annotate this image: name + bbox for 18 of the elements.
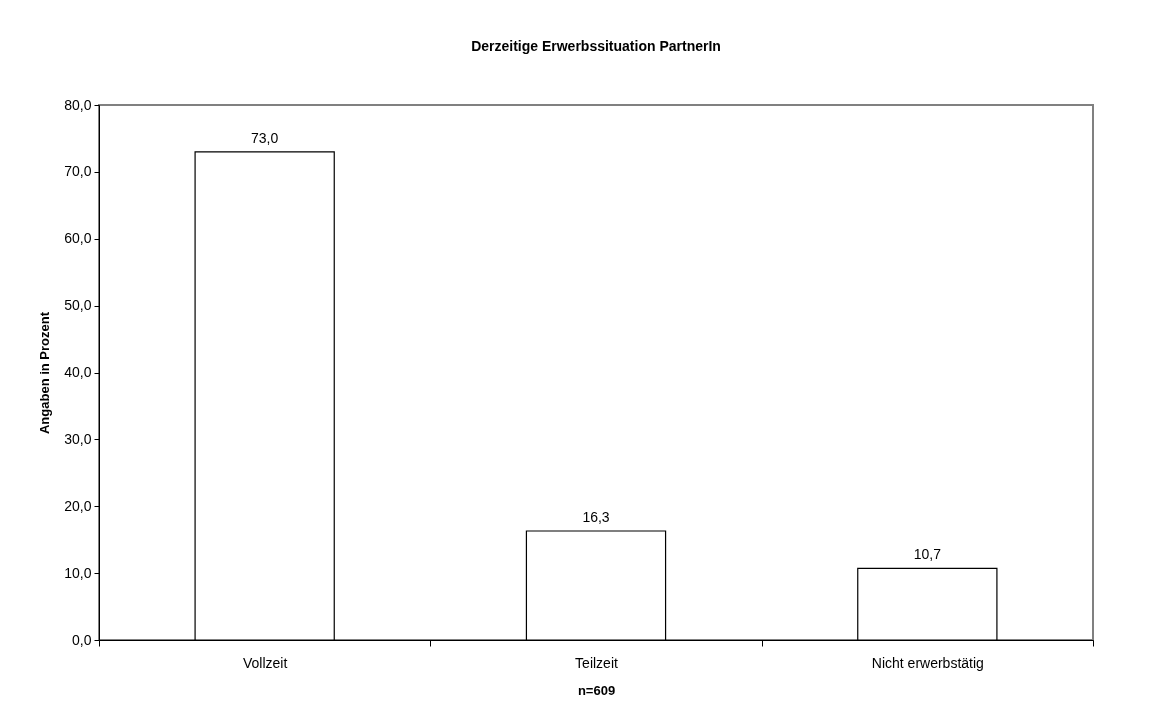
x-tick-label: Nicht erwerbstätig — [871, 654, 984, 671]
data-label: 16,3 — [582, 508, 610, 525]
y-tick-label: 20,0 — [64, 497, 92, 514]
data-label: 73,0 — [251, 129, 279, 146]
y-tick-label: 0,0 — [72, 631, 92, 648]
y-tick-label: 30,0 — [64, 430, 92, 447]
x-axis-title: n=609 — [577, 682, 616, 698]
y-tick-label: 10,0 — [64, 564, 92, 581]
data-label: 10,7 — [913, 546, 942, 563]
y-tick-label: 70,0 — [64, 163, 92, 180]
chart-title: Derzeitige Erwerbssituation PartnerIn — [471, 38, 721, 54]
x-tick-label: Teilzeit — [575, 654, 618, 671]
y-tick-label: 80,0 — [64, 96, 92, 113]
y-tick-label: 50,0 — [64, 297, 92, 314]
y-tick-label: 40,0 — [64, 364, 92, 380]
y-tick-label: 60,0 — [64, 230, 92, 247]
y-axis-title: Angaben in Prozent — [37, 311, 53, 435]
x-tick-label: Vollzeit — [242, 654, 288, 671]
